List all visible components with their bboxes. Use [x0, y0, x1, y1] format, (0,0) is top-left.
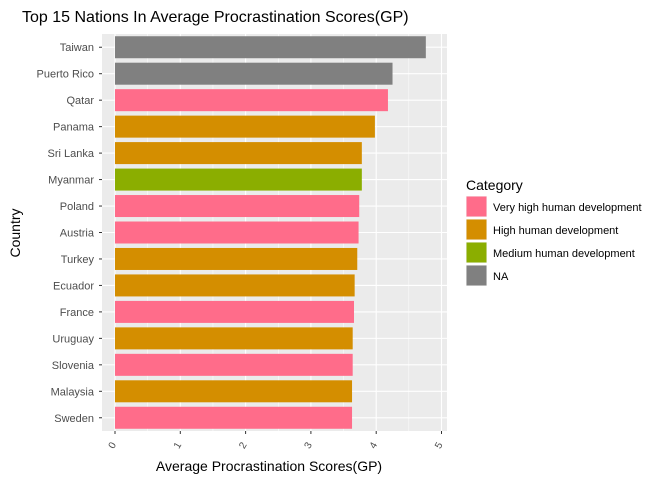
x-tick-label: 0 [107, 440, 120, 451]
y-tick-label: Myanmar [48, 175, 94, 187]
legend-label: High human development [493, 225, 618, 237]
y-tick-label: Qatar [66, 95, 94, 107]
x-tick-label: 4 [368, 440, 381, 451]
y-tick-label: Turkey [61, 254, 95, 266]
bar-myanmar [115, 168, 362, 191]
y-tick-label: Uruguay [52, 333, 94, 345]
legend-entries: Very high human development High human de… [466, 196, 642, 286]
y-tick-label: Poland [60, 201, 94, 213]
x-tick-label: 3 [303, 440, 316, 451]
bar-ecuador [115, 274, 355, 297]
bar-qatar [115, 89, 388, 112]
x-tick-label: 5 [433, 440, 446, 451]
legend-swatch [466, 265, 487, 286]
legend-label: Medium human development [493, 248, 635, 260]
y-tick-label: Ecuador [53, 280, 94, 292]
bar-austria [115, 221, 359, 244]
legend-title: Category [466, 177, 523, 193]
bar-puerto-rico [115, 62, 393, 85]
legend-label: NA [493, 271, 509, 283]
y-tick-label: Taiwan [60, 42, 94, 54]
y-tick-labels: Taiwan Puerto Rico Qatar Panama Sri Lanka Mya… [37, 42, 102, 425]
y-tick-label: Austria [60, 228, 95, 240]
y-tick-label: France [60, 307, 94, 319]
bar-taiwan [115, 36, 426, 59]
bar-poland [115, 195, 360, 218]
y-tick-label: Sweden [54, 413, 94, 425]
legend: Category Very high human development High… [466, 177, 642, 286]
y-axis-label: Country [7, 208, 23, 257]
y-tick-label: Puerto Rico [37, 69, 94, 81]
y-tick-label: Malaysia [51, 386, 95, 398]
bar-turkey [115, 247, 358, 270]
y-tick-label: Sri Lanka [48, 148, 95, 160]
legend-swatch [466, 219, 487, 240]
x-tick-label: 2 [237, 440, 250, 451]
bar-france [115, 300, 354, 323]
x-tick-labels: 0 1 2 3 4 5 [107, 431, 446, 451]
bar-sri-lanka [115, 142, 362, 165]
bar-sweden [115, 406, 353, 429]
y-tick-label: Panama [53, 122, 95, 134]
bar-malaysia [115, 380, 353, 403]
plot-area [102, 34, 447, 431]
bar-panama [115, 115, 375, 138]
legend-label: Very high human development [493, 202, 642, 214]
x-tick-label: 1 [172, 440, 185, 451]
bar-uruguay [115, 327, 353, 350]
legend-swatch [466, 242, 487, 263]
x-axis-label: Average Procrastination Scores(GP) [156, 458, 382, 474]
bar-slovenia [115, 353, 353, 376]
chart-title: Top 15 Nations In Average Procrastinatio… [22, 9, 409, 26]
legend-swatch [466, 196, 487, 217]
y-tick-label: Slovenia [52, 360, 95, 372]
